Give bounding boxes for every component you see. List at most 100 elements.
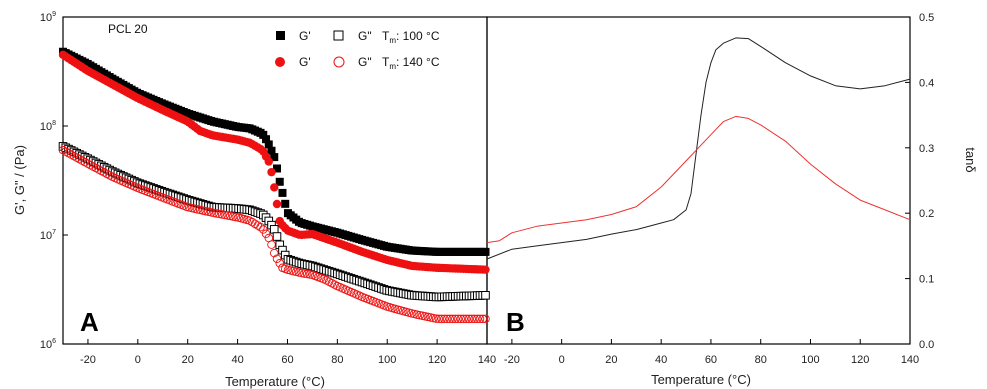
data-point	[481, 265, 490, 274]
panel-a-y-tick-label: 106	[40, 338, 56, 351]
data-point	[448, 314, 457, 324]
panel-b-y-tick-label: 0.3	[919, 143, 934, 155]
panel-b-y-tick-label: 0.0	[919, 339, 934, 351]
data-point	[267, 146, 276, 155]
legend-tm-140-label: Tm: 140 °C	[382, 55, 440, 71]
data-point	[475, 314, 485, 324]
panel-b-x-tick-label: 0	[559, 354, 565, 366]
data-point	[456, 314, 466, 324]
data-point	[453, 314, 463, 324]
panel-a-axes: -20 0 20 40 60 80 100 120 140 106 107 108 109	[40, 11, 496, 366]
data-point	[300, 269, 309, 278]
panel-a-series-1	[58, 50, 490, 274]
legend-gpp-140-label: G"	[358, 55, 372, 69]
data-point	[442, 314, 452, 324]
data-point	[261, 229, 271, 239]
panel-b-x-tick-label: -20	[504, 354, 520, 366]
data-point	[305, 270, 315, 279]
data-point	[259, 130, 268, 139]
panel-b-frame	[486, 16, 911, 345]
data-point	[272, 232, 282, 241]
legend-gpp-100-marker	[333, 30, 344, 41]
data-point	[278, 188, 287, 197]
panel-b-x-tick-label: 40	[655, 354, 667, 366]
panel-a-y-tick-label: 109	[40, 11, 56, 24]
panel-b-y-tick-label: 0.1	[919, 274, 934, 286]
panel-b-series-line-1	[486, 115, 911, 244]
panel-a-y-tick-label: 107	[40, 229, 56, 242]
data-point	[272, 254, 282, 263]
data-point	[272, 164, 281, 173]
panel-a-x-tick-label: 0	[135, 354, 141, 366]
data-point	[467, 314, 477, 324]
data-point	[253, 221, 263, 230]
panel-b-y-tick-label: 0.4	[919, 77, 934, 89]
data-point	[275, 177, 284, 186]
panel-b-letter: B	[506, 307, 525, 337]
panel-b-x-axis-label: Temperature (°C)	[651, 372, 751, 387]
panel-a-x-tick-label: -20	[80, 354, 96, 366]
data-point	[269, 225, 279, 234]
legend-gpp-140-marker	[333, 56, 345, 68]
panel-b-x-tick-label: 100	[801, 354, 819, 366]
data-point	[294, 268, 304, 277]
data-point	[297, 268, 306, 278]
panel-a-y-tick-label: 108	[40, 120, 56, 133]
panel-b-x-tick-label: 80	[755, 354, 767, 366]
panel-b-plot-area	[486, 37, 911, 260]
legend-tm-100-label: Tm: 100 °C	[382, 29, 440, 45]
panel-b-y-tick-label: 0.5	[919, 12, 934, 24]
legend-gp-140-label: G'	[299, 55, 311, 69]
panel-b-y-axis-label: tanδ	[963, 147, 978, 172]
data-point	[473, 314, 482, 324]
panel-a-x-tick-label: 20	[182, 354, 194, 366]
legend-gp-100-marker	[276, 31, 285, 40]
data-point	[302, 269, 312, 279]
data-point	[462, 314, 471, 324]
data-point	[445, 314, 455, 324]
data-point	[228, 212, 238, 221]
data-point	[434, 314, 444, 324]
legend-gp-100-label: G'	[299, 29, 311, 43]
panel-a-series-3	[58, 145, 490, 324]
data-point	[459, 314, 468, 324]
panel-b-y-tick-label: 0.2	[919, 208, 934, 220]
data-point	[478, 314, 488, 324]
data-point	[451, 314, 460, 324]
data-point	[212, 209, 221, 218]
data-point	[209, 208, 219, 218]
panel-a-x-axis-label: Temperature (°C)	[225, 374, 325, 389]
panel-b-x-tick-label: 120	[851, 354, 869, 366]
panel-a-title: PCL 20	[108, 22, 148, 36]
panel-a-x-tick-label: 40	[231, 354, 243, 366]
panel-b-series-line-0	[486, 37, 911, 260]
data-point	[272, 199, 282, 209]
panel-b-x-tick-label: 140	[901, 354, 919, 366]
panel-a-x-tick-label: 120	[428, 354, 446, 366]
data-point	[217, 210, 227, 219]
data-point	[259, 225, 268, 234]
panel-a-x-tick-label: 100	[378, 354, 396, 366]
data-point	[270, 248, 279, 258]
panel-a-series-2	[58, 142, 490, 302]
data-point	[437, 314, 446, 324]
panel-b-x-tick-label: 60	[705, 354, 717, 366]
data-point	[264, 157, 273, 166]
data-point	[464, 314, 474, 324]
data-point	[215, 209, 224, 219]
data-point	[431, 314, 441, 323]
data-point	[270, 183, 279, 192]
data-point	[275, 259, 284, 268]
panel-b-x-tick-label: 20	[605, 354, 617, 366]
data-point	[262, 135, 271, 144]
data-point	[481, 314, 490, 324]
data-point	[440, 314, 449, 324]
data-point	[267, 167, 276, 177]
panel-a-series-0	[59, 47, 490, 256]
panel-a-x-tick-label: 140	[478, 354, 496, 366]
data-point	[470, 314, 479, 324]
legend-gp-140-marker	[275, 57, 285, 67]
